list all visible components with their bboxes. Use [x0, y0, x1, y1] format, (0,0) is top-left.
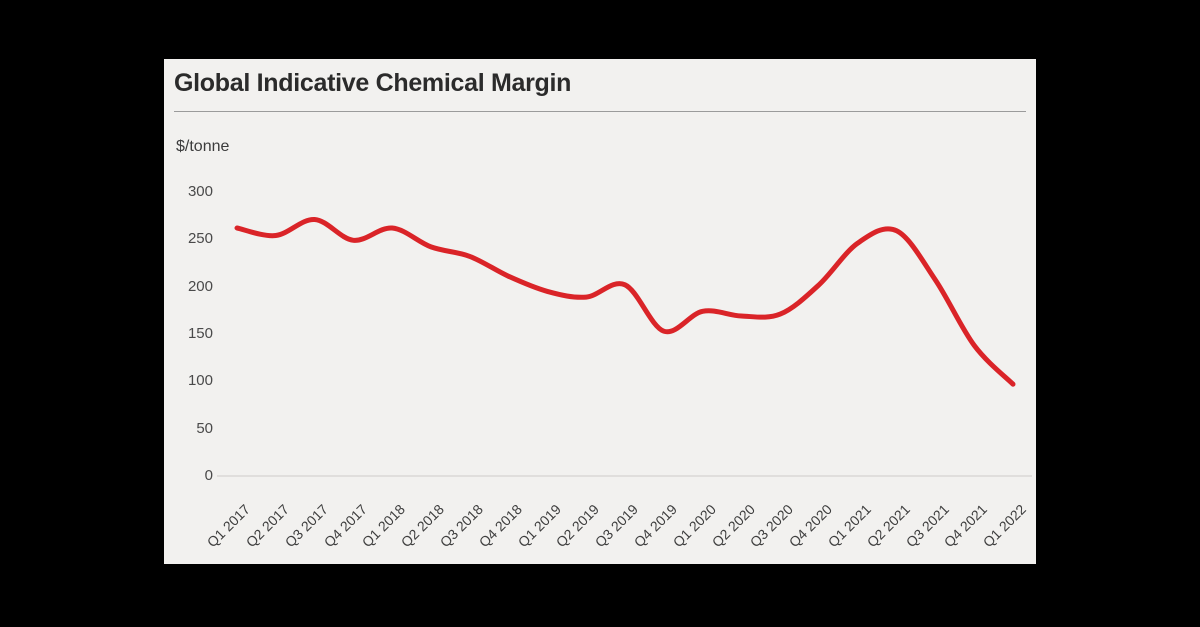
y-axis-tick-label: 50: [196, 419, 213, 437]
chart-panel: Global Indicative Chemical Margin $/tonn…: [164, 59, 1036, 564]
chart-title: Global Indicative Chemical Margin: [174, 69, 572, 97]
y-axis-tick-label: 100: [187, 372, 213, 390]
margin-line-series: [234, 217, 1016, 387]
y-axis-tick-label: 250: [187, 230, 213, 248]
y-axis-unit-label: $/tonne: [176, 138, 230, 155]
y-axis-tick-label: 200: [187, 277, 213, 295]
y-axis-tick-label: 150: [187, 325, 213, 342]
line-chart-plot-area: [217, 217, 1032, 477]
title-divider: [174, 111, 1026, 112]
y-axis-tick-label: 0: [204, 467, 213, 484]
y-axis-tick-label: 300: [187, 183, 213, 200]
